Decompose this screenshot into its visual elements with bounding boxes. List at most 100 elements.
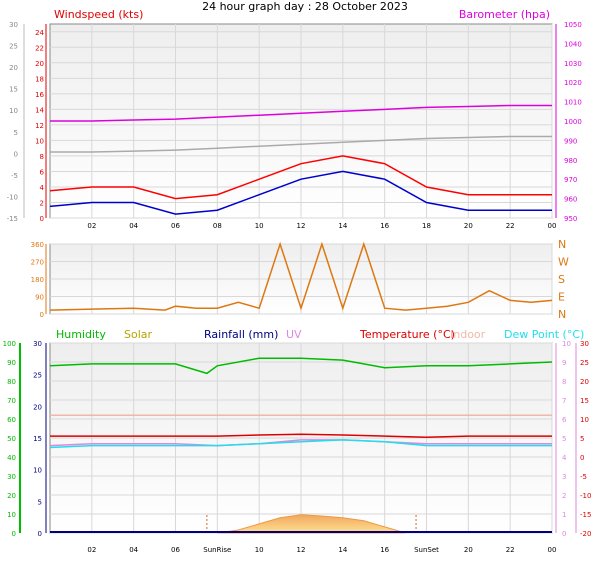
baro-tick-label: 1000 <box>564 118 582 126</box>
temperature-line <box>50 433 552 438</box>
humidity-tick-label: 60 <box>7 416 16 424</box>
uv-tick-label: 9 <box>562 359 566 367</box>
temp-tick-label: 25 <box>580 359 589 367</box>
baro-tick-label: 990 <box>564 137 577 145</box>
wind-direction-line <box>49 241 553 311</box>
dir-tick-label: 270 <box>31 259 44 267</box>
outer-tick-label: 20 <box>9 64 18 72</box>
compass-label: N <box>558 238 566 251</box>
baro-line <box>50 104 552 122</box>
uv-tick-label: 6 <box>562 416 567 424</box>
baro-tick-label: 1010 <box>564 99 582 107</box>
wind-tick-label: 14 <box>35 106 44 114</box>
wind-tick-label: 10 <box>35 137 44 145</box>
outer-tick-label: -5 <box>11 172 18 180</box>
temp-x-tick-label: 14 <box>338 546 347 554</box>
uv-tick-label: 2 <box>562 492 566 500</box>
baro-axis-title: Barometer (hpa) <box>459 8 550 21</box>
dew-point-line <box>49 439 552 449</box>
humidity-tick-label: 30 <box>7 473 16 481</box>
wind-x-tick-label: 18 <box>422 222 431 230</box>
wind-gust-line <box>49 155 552 200</box>
wind-x-tick-label: 02 <box>87 222 96 230</box>
wind-x-tick-label: 16 <box>380 222 389 230</box>
legend-item: Dew Point (°C) <box>504 328 584 341</box>
wind-x-tick-label: 20 <box>464 222 473 230</box>
outer-tick-label: 5 <box>14 129 18 137</box>
baro-tick-label: 950 <box>564 215 577 223</box>
wind-tick-label: 8 <box>40 153 44 161</box>
uv-tick-label: 4 <box>562 454 567 462</box>
uv-tick-label: 1 <box>562 511 566 519</box>
humidity-tick-label: 70 <box>7 397 16 405</box>
wind-axis-title: Windspeed (kts) <box>54 8 143 21</box>
legend-item: Indoor <box>450 328 486 341</box>
legend-item: Solar <box>124 328 153 341</box>
dir-tick-label: 0 <box>40 311 44 319</box>
wind-tick-label: 12 <box>35 122 44 130</box>
temp-tick-label: 15 <box>580 397 589 405</box>
wind-tick-label: 18 <box>35 75 44 83</box>
temp-x-tick-label: SunRise <box>203 546 231 554</box>
wind-tick-label: 4 <box>40 184 45 192</box>
compass-label: E <box>558 291 565 304</box>
baro-tick-label: 1020 <box>564 79 582 87</box>
wind-tick-label: 0 <box>40 215 44 223</box>
uv-tick-label: 8 <box>562 378 566 386</box>
compass-label: W <box>558 256 569 269</box>
humidity-tick-label: 0 <box>12 530 16 538</box>
wind-x-tick-label: 06 <box>171 222 180 230</box>
baro-tick-label: 960 <box>564 196 577 204</box>
wind-x-tick-label: 04 <box>129 222 138 230</box>
legend-item: Humidity <box>56 328 106 341</box>
outer-tick-label: 25 <box>9 43 18 51</box>
baro-tick-label: 980 <box>564 157 577 165</box>
compass-label: N <box>558 308 566 321</box>
uv-tick-label: 10 <box>562 340 571 348</box>
baro-tick-label: 1030 <box>564 60 582 68</box>
wind-x-tick-label: 12 <box>297 222 306 230</box>
wind-tick-label: 22 <box>35 44 44 52</box>
temp-x-tick-label: 10 <box>255 546 264 554</box>
uv-tick-label: 0 <box>562 530 566 538</box>
humidity-line <box>49 357 553 375</box>
wind-x-tick-label: 08 <box>213 222 222 230</box>
rain-tick-label: 20 <box>33 403 42 411</box>
outer-tick-label: 10 <box>9 107 18 115</box>
uv-tick-label: 3 <box>562 473 566 481</box>
baro-tick-label: 970 <box>564 176 577 184</box>
outer-tick-label: 0 <box>14 150 18 158</box>
uv-line <box>49 439 552 447</box>
temp-x-tick-label: 16 <box>380 546 389 554</box>
temp-tick-label: -15 <box>580 511 591 519</box>
rain-tick-label: 15 <box>33 435 42 443</box>
temp-x-tick-label: 02 <box>87 546 96 554</box>
rain-tick-label: 0 <box>38 530 42 538</box>
legend-item: Temperature (°C) <box>359 328 455 341</box>
rain-tick-label: 5 <box>38 498 42 506</box>
humidity-tick-label: 40 <box>7 454 16 462</box>
temp-tick-label: -20 <box>580 530 591 538</box>
humidity-tick-label: 100 <box>3 340 16 348</box>
temp-tick-label: 30 <box>580 340 589 348</box>
outer-tick-label: 30 <box>9 21 18 29</box>
compass-label: S <box>558 273 565 286</box>
temp-tick-label: 20 <box>580 378 589 386</box>
wind-tick-label: 2 <box>40 199 44 207</box>
rain-tick-label: 25 <box>33 372 42 380</box>
humidity-tick-label: 20 <box>7 492 16 500</box>
humidity-tick-label: 90 <box>7 359 16 367</box>
wind-x-tick-label: 14 <box>338 222 347 230</box>
temp-tick-label: 10 <box>580 416 589 424</box>
humidity-tick-label: 10 <box>7 511 16 519</box>
wind-tick-label: 16 <box>35 91 44 99</box>
temp-tick-label: 0 <box>580 454 584 462</box>
humidity-tick-label: 80 <box>7 378 16 386</box>
outer-tick-label: -10 <box>7 193 18 201</box>
humidity-tick-label: 50 <box>7 435 16 443</box>
wind-tick-label: 20 <box>35 60 44 68</box>
temp-tick-label: -5 <box>580 473 587 481</box>
uv-tick-label: 7 <box>562 397 566 405</box>
